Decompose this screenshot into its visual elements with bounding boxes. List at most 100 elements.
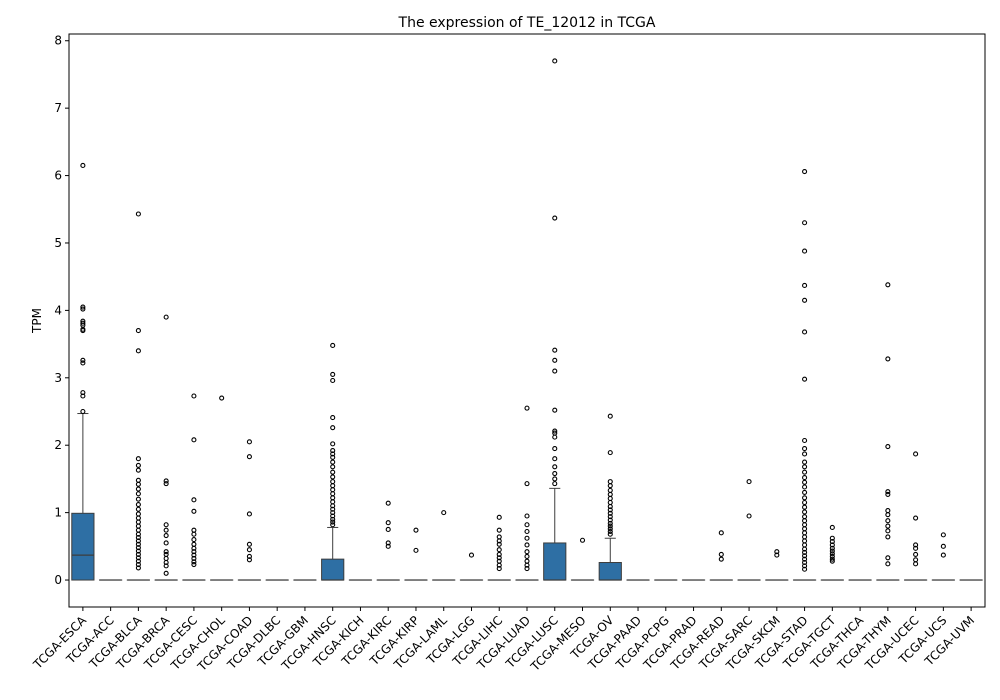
outlier-point — [163, 522, 169, 528]
y-tick-label: 7 — [54, 101, 62, 115]
outlier-point — [552, 347, 558, 353]
y-tick-label: 5 — [54, 236, 62, 250]
plot-area: 012345678TCGA-ESCATCGA-ACCTCGA-BLCATCGA-… — [30, 33, 986, 674]
outlier-point — [802, 464, 808, 470]
outlier-point — [829, 535, 835, 541]
outlier-point — [330, 513, 336, 519]
outlier-point — [802, 248, 808, 254]
outlier-point — [885, 518, 891, 524]
outlier-point — [607, 520, 613, 526]
outlier-point — [913, 551, 919, 557]
outlier-point — [219, 395, 225, 401]
outlier-point — [607, 495, 613, 502]
outlier-point — [802, 475, 808, 481]
outlier-point — [913, 515, 919, 521]
outlier-point — [246, 541, 252, 547]
outlier-point — [802, 329, 808, 335]
outlier-point — [607, 517, 613, 523]
outlier-point — [885, 282, 891, 288]
outlier-point — [385, 520, 391, 526]
y-tick-label: 1 — [54, 506, 62, 520]
outlier-point — [135, 477, 141, 483]
outlier-point — [885, 528, 891, 534]
outlier-point — [496, 547, 502, 553]
outlier-point — [80, 357, 86, 363]
outlier-point — [524, 558, 530, 564]
outlier-point — [135, 467, 141, 473]
outlier-point — [802, 514, 808, 520]
outlier-point — [802, 563, 808, 569]
outlier-point — [552, 476, 558, 482]
outlier-point — [802, 297, 808, 303]
outlier-point — [135, 456, 141, 462]
outlier-point — [552, 464, 558, 470]
outlier-point — [191, 497, 197, 503]
outlier-point — [802, 556, 808, 562]
outlier-point — [746, 513, 752, 519]
outlier-point — [330, 377, 336, 384]
outlier-point — [330, 469, 336, 475]
outlier-point — [802, 538, 808, 544]
outlier-point — [524, 566, 530, 572]
outlier-point — [829, 558, 835, 564]
outlier-point — [191, 537, 197, 543]
outlier-point — [552, 446, 558, 452]
outlier-point — [330, 474, 336, 480]
outlier-point — [802, 542, 808, 548]
outlier-point — [913, 557, 919, 563]
outlier-point — [246, 557, 252, 563]
outlier-point — [330, 510, 336, 516]
outlier-point — [802, 546, 808, 552]
y-axis-label: TPM — [30, 308, 44, 334]
outlier-point — [330, 519, 336, 525]
outlier-point — [135, 348, 141, 354]
outlier-point — [802, 549, 808, 555]
outlier-point — [163, 559, 169, 566]
outlier-point — [802, 499, 808, 506]
outlier-point — [135, 519, 141, 525]
outlier-point — [80, 304, 86, 310]
outlier-point — [191, 561, 197, 568]
outlier-point — [163, 481, 169, 487]
outlier-point — [579, 537, 586, 543]
outlier-point — [496, 555, 502, 561]
outlier-point — [829, 545, 835, 551]
outlier-point — [829, 556, 835, 562]
outlier-point — [135, 491, 141, 497]
outlier-point — [496, 551, 502, 557]
outlier-point — [135, 506, 141, 512]
outlier-point — [829, 542, 835, 548]
outlier-point — [330, 451, 336, 457]
outlier-point — [330, 415, 336, 421]
outlier-point — [802, 376, 808, 382]
outlier-point — [80, 306, 86, 312]
outlier-point — [413, 527, 419, 533]
outlier-point — [552, 470, 558, 477]
outlier-point — [330, 479, 336, 485]
outlier-point — [135, 527, 141, 533]
outlier-point — [330, 495, 336, 501]
y-tick-label: 4 — [54, 303, 62, 317]
outlier-point — [330, 459, 336, 465]
outlier-point — [802, 504, 808, 510]
outlier-point — [607, 413, 613, 419]
outlier-point — [552, 456, 558, 462]
outlier-point — [135, 481, 141, 487]
outlier-point — [330, 371, 336, 377]
outlier-point — [802, 220, 808, 226]
outlier-point — [885, 523, 891, 529]
y-tick-label: 6 — [54, 169, 62, 183]
outlier-point — [385, 526, 391, 533]
outlier-point — [330, 522, 336, 528]
outlier-point — [413, 547, 419, 553]
outlier-point — [191, 555, 197, 562]
outlier-point — [940, 552, 946, 558]
outlier-point — [607, 483, 613, 489]
outlier-point — [163, 314, 169, 320]
axes-frame — [68, 33, 986, 608]
y-tick-label: 2 — [54, 438, 62, 452]
outlier-point — [80, 162, 86, 169]
box-TCGA-ESCA — [71, 512, 95, 581]
outlier-point — [913, 451, 919, 457]
outlier-point — [940, 532, 946, 538]
